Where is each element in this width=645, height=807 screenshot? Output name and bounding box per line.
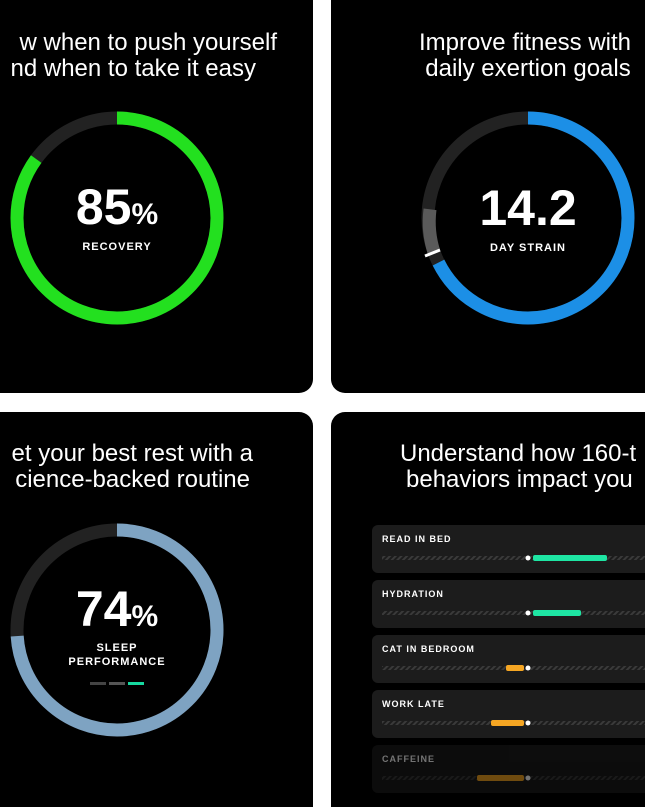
metric-label: RECOVERY [82,241,151,253]
metric-value: 14.2 [479,180,576,236]
ring-segment [422,208,441,255]
metric-unit: % [131,198,158,231]
title: behaviors impact you [406,466,633,493]
row-label: HYDRATION [382,589,444,599]
ring-tick [424,248,441,258]
row: CAT IN BEDROOM [372,635,645,683]
indicator [109,682,125,685]
metric-value: 85 [76,179,132,235]
title: et your best rest with a [12,440,254,467]
row: HYDRATION [372,580,645,628]
metric-value: 74 [76,581,132,637]
indicator [90,682,106,685]
title: Understand how 160-t [400,440,636,467]
title: cience-backed routine [15,466,250,493]
row: CAFFEINE [372,745,645,793]
ring-progress [421,111,635,325]
metric-unit: % [131,600,158,633]
title: nd when to take it easy [11,55,256,82]
metric-label: PERFORMANCE [68,656,165,668]
title: daily exertion goals [425,55,630,82]
row: READ IN BED [372,525,645,573]
title: Improve fitness with [419,29,631,56]
row-label: CAT IN BEDROOM [382,644,475,654]
ring-progress [10,523,224,737]
card [0,412,313,807]
indicator [128,682,144,685]
metric-label: DAY STRAIN [490,242,566,254]
metric: 85% [76,179,158,235]
row-label: WORK LATE [382,699,445,709]
ring-progress [10,111,224,325]
row-label: CAFFEINE [382,754,435,764]
metric: 74% [76,581,158,637]
card [0,0,313,393]
metric-label: SLEEP [96,642,137,654]
card [331,0,645,393]
rings [10,111,635,737]
row: WORK LATE [372,690,645,738]
title: w when to push yourself [19,29,278,56]
row-label: READ IN BED [382,534,452,544]
